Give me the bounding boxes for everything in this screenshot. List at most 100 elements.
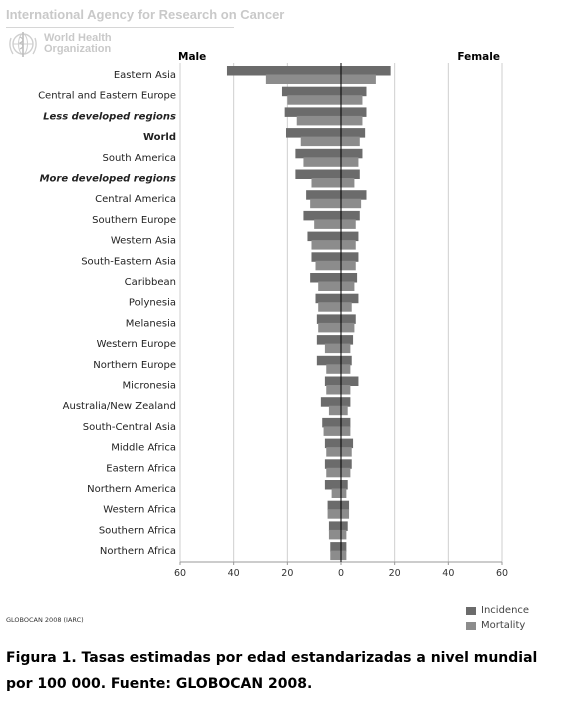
bar-incidence-male — [316, 335, 341, 345]
bar-incidence-male — [324, 480, 341, 490]
category-label: Caribbean — [125, 277, 176, 288]
bar-incidence-male — [316, 355, 341, 366]
female-side-label: Female — [457, 51, 500, 63]
x-tick-label: 20 — [389, 568, 401, 579]
bar-incidence-male — [328, 521, 341, 531]
bar-incidence-female — [341, 231, 359, 242]
bar-mortality-female — [341, 488, 347, 498]
bar-incidence-female — [341, 314, 356, 324]
bar-incidence-male — [322, 417, 341, 428]
category-labels: Eastern Asia Central and Eastern Europe Le… — [38, 70, 176, 557]
bar-incidence-female — [341, 107, 367, 117]
bar-mortality-female — [341, 95, 363, 105]
bar-mortality-male — [331, 488, 341, 498]
category-label: South-Eastern Asia — [81, 256, 176, 267]
category-label: Central America — [95, 194, 176, 205]
bar-mortality-male — [314, 219, 341, 229]
category-label: Micronesia — [122, 381, 176, 392]
x-tick-label: 40 — [228, 568, 240, 579]
category-label: Melanesia — [126, 318, 176, 329]
bar-mortality-female — [341, 240, 356, 250]
bar-mortality-female — [341, 364, 351, 374]
bar-mortality-male — [326, 447, 341, 457]
category-label: Middle Africa — [111, 443, 176, 454]
bar-mortality-female — [341, 219, 356, 229]
bar-incidence-male — [295, 169, 341, 179]
bar-incidence-female — [341, 542, 347, 552]
bar-incidence-male — [303, 210, 341, 221]
legend-swatch-incidence — [466, 606, 476, 615]
who-name-line1: World Health — [44, 32, 112, 44]
bar-incidence-female — [341, 438, 354, 449]
bar-incidence-male — [327, 500, 341, 511]
category-label: South-Central Asia — [83, 422, 176, 433]
bar-incidence-female — [341, 190, 367, 200]
legend-label-mortality: Mortality — [481, 620, 526, 631]
bar-mortality-male — [310, 198, 341, 209]
bar-mortality-female — [341, 157, 359, 167]
bar-incidence-male — [295, 148, 341, 159]
header-divider — [6, 27, 234, 28]
figure-caption: Figura 1. Tasas estimadas por edad estan… — [6, 645, 566, 697]
category-label: Northern Europe — [93, 360, 176, 371]
category-label: Southern Europe — [92, 215, 176, 226]
bars-group — [226, 66, 391, 561]
bar-mortality-female — [341, 281, 355, 291]
category-label: South America — [103, 153, 177, 164]
bar-mortality-male — [330, 550, 341, 561]
category-label: Central and Eastern Europe — [38, 91, 176, 102]
bar-incidence-female — [341, 480, 348, 490]
x-tick-label: 60 — [174, 568, 186, 579]
bar-incidence-female — [341, 376, 359, 386]
legend-item-incidence: Incidence — [466, 603, 529, 618]
bar-mortality-male — [300, 136, 341, 147]
bar-mortality-female — [341, 343, 351, 354]
bar-mortality-male — [265, 74, 341, 84]
bar-incidence-female — [341, 128, 366, 138]
bar-incidence-male — [316, 314, 341, 324]
bar-mortality-male — [324, 343, 341, 354]
bar-mortality-male — [318, 302, 341, 312]
bar-mortality-female — [341, 260, 356, 271]
bar-incidence-female — [341, 148, 363, 159]
bar-incidence-female — [341, 210, 360, 221]
bar-incidence-male — [324, 459, 341, 469]
category-label: Southern Africa — [99, 525, 176, 536]
bar-mortality-female — [341, 178, 355, 188]
bar-incidence-male — [330, 542, 341, 552]
category-label: Polynesia — [129, 298, 176, 309]
category-label: Eastern Africa — [106, 463, 176, 474]
caption-line-2: por 100 000. Fuente: GLOBOCAN 2008. — [6, 676, 313, 692]
category-label: Northern America — [87, 484, 176, 495]
bar-mortality-male — [327, 509, 341, 519]
bar-mortality-male — [287, 95, 341, 105]
bar-mortality-male — [311, 240, 341, 250]
bar-mortality-male — [318, 322, 341, 333]
bar-incidence-male — [306, 190, 341, 200]
bar-mortality-female — [341, 302, 352, 312]
category-label: Western Africa — [103, 505, 176, 516]
category-label: Australia/New Zealand — [63, 401, 176, 412]
category-label: Eastern Asia — [114, 70, 176, 81]
bar-mortality-female — [341, 467, 351, 478]
category-label: Western Asia — [111, 236, 176, 247]
bar-incidence-male — [307, 231, 341, 242]
bar-incidence-female — [341, 252, 359, 262]
bar-mortality-male — [326, 467, 341, 478]
bar-mortality-female — [341, 426, 351, 436]
x-tick-label: 20 — [281, 568, 293, 579]
bar-mortality-female — [341, 322, 355, 333]
bar-incidence-female — [341, 355, 352, 366]
who-name: World Health Organization — [44, 33, 112, 55]
category-label: Northern Africa — [100, 546, 176, 557]
bar-incidence-female — [341, 459, 352, 469]
bar-mortality-female — [341, 529, 347, 540]
agency-title: International Agency for Research on Can… — [6, 7, 285, 22]
bar-incidence-female — [341, 521, 348, 531]
x-tick-label: 0 — [338, 568, 344, 579]
bar-mortality-female — [341, 385, 351, 395]
bar-mortality-female — [341, 198, 362, 209]
bar-mortality-male — [303, 157, 341, 167]
bar-incidence-male — [324, 438, 341, 449]
bar-incidence-female — [341, 397, 351, 407]
